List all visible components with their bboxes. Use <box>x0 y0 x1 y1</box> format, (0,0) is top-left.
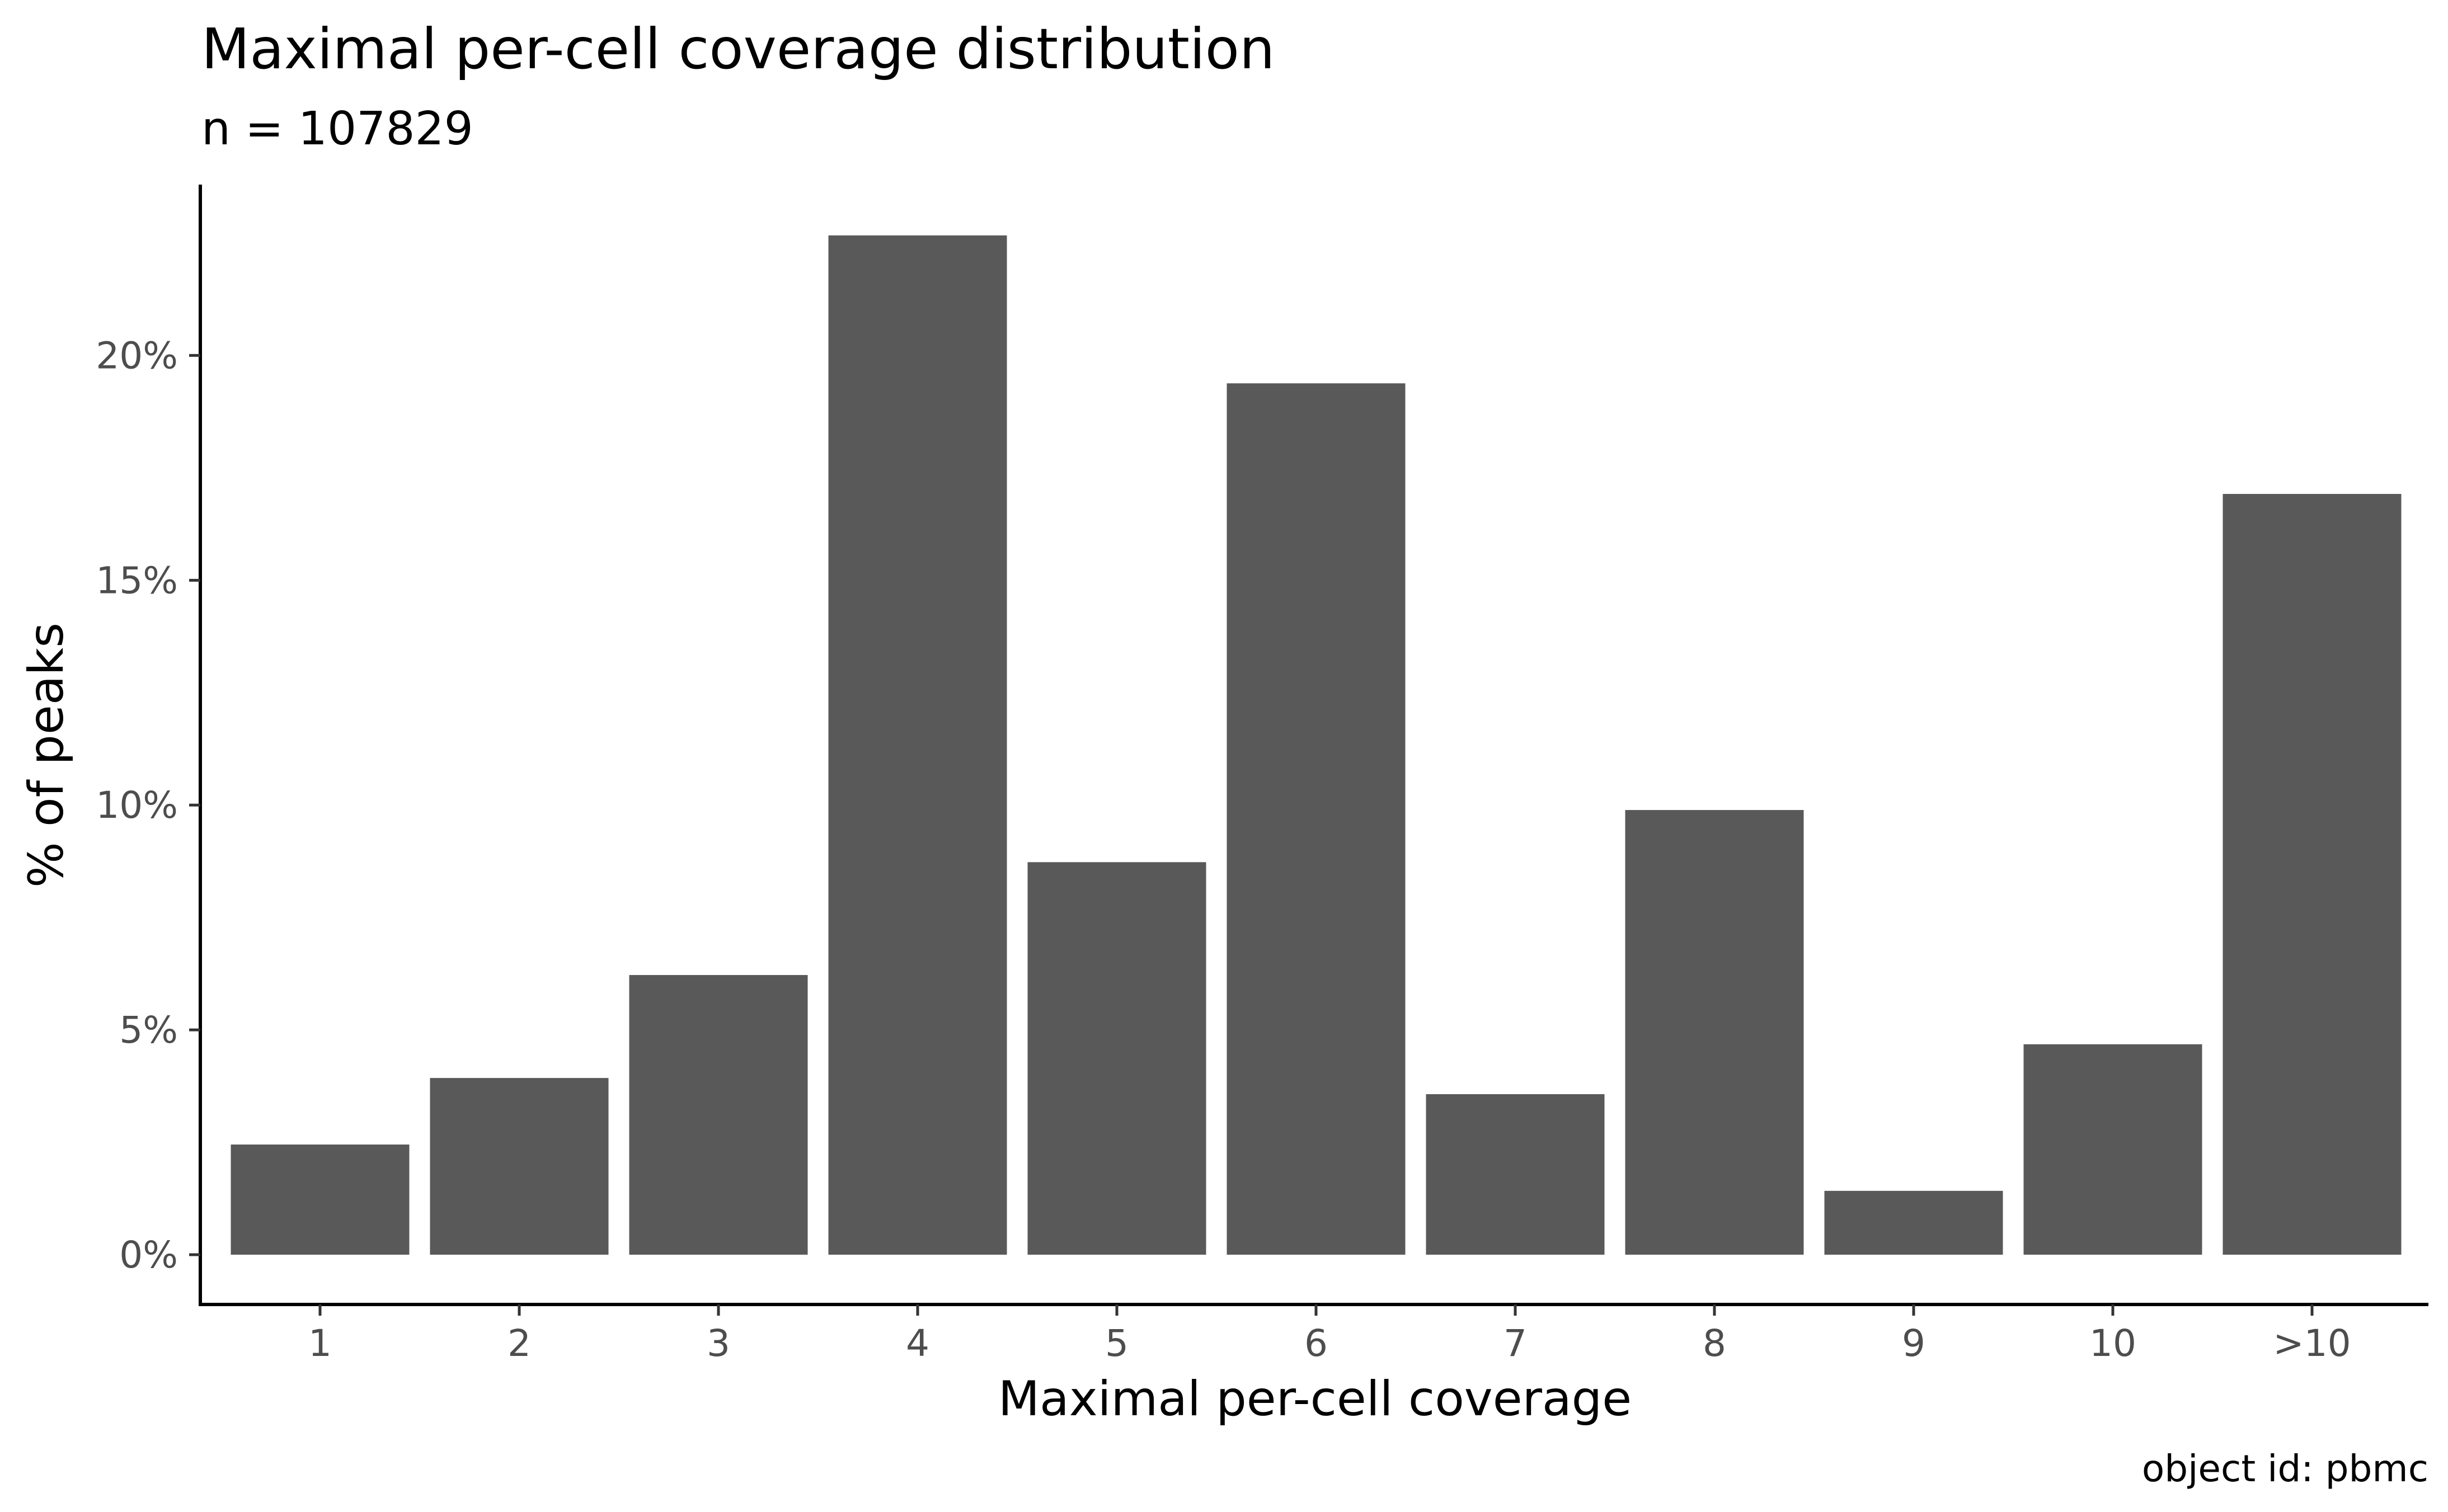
y-tick-label-0: 0% <box>119 1233 178 1277</box>
x-tick-label-9: 10 <box>2089 1322 2136 1365</box>
chart-caption: object id: pbmc <box>2142 1447 2428 1490</box>
bar-7 <box>1625 810 1804 1255</box>
bar-4 <box>1027 862 1206 1255</box>
y-tick-label-1: 5% <box>119 1009 178 1052</box>
y-tick-label-3: 15% <box>96 559 178 602</box>
x-tick-label-1: 2 <box>508 1322 531 1365</box>
bar-8 <box>1824 1190 2003 1255</box>
x-tick-label-4: 5 <box>1105 1322 1129 1365</box>
x-tick-label-2: 3 <box>707 1322 730 1365</box>
bar-1 <box>430 1078 609 1255</box>
x-tick-label-8: 9 <box>1902 1322 1925 1365</box>
bar-3 <box>828 235 1007 1255</box>
bar-9 <box>2023 1044 2202 1255</box>
bar-10 <box>2223 494 2402 1255</box>
y-axis-title: % of peaks <box>18 623 74 888</box>
bars <box>231 235 2402 1255</box>
chart-subtitle: n = 107829 <box>201 102 473 156</box>
x-tick-label-0: 1 <box>308 1322 332 1365</box>
bar-6 <box>1426 1094 1605 1255</box>
x-axis-title: Maximal per-cell coverage <box>998 1371 1632 1427</box>
y-tick-label-2: 10% <box>96 784 178 827</box>
x-tick-label-5: 6 <box>1304 1322 1328 1365</box>
x-tick-label-3: 4 <box>906 1322 929 1365</box>
bar-0 <box>231 1144 410 1255</box>
y-ticks: 0% 5% 10% 15% 20% <box>96 334 200 1277</box>
x-tick-label-10: >10 <box>2273 1322 2351 1365</box>
bar-2 <box>629 975 808 1255</box>
y-tick-label-4: 20% <box>96 334 178 377</box>
x-tick-label-7: 8 <box>1703 1322 1726 1365</box>
chart-title: Maximal per-cell coverage distribution <box>201 16 1275 82</box>
x-ticks: 1 2 3 4 5 6 7 8 9 10 >10 <box>308 1304 2351 1365</box>
x-tick-label-6: 7 <box>1503 1322 1527 1365</box>
bar-5 <box>1227 383 1406 1255</box>
